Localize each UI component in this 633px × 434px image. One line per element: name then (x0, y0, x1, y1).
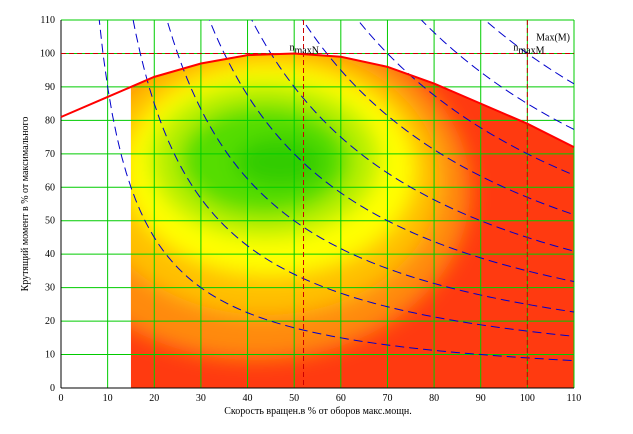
label-sub: maxM (518, 45, 544, 56)
power-curve (302, 20, 574, 216)
x-tick-label: 0 (59, 393, 64, 404)
y-tick-label: 10 (45, 350, 55, 361)
power-curve (132, 20, 574, 337)
x-tick-label: 70 (382, 393, 392, 404)
power-curve (251, 20, 574, 252)
reference-label: nmaxM (513, 42, 544, 56)
y-tick-label: 40 (45, 249, 55, 260)
x-tick-label: 80 (429, 393, 439, 404)
y-tick-label: 80 (45, 115, 55, 126)
power-curve (166, 20, 574, 313)
label-base: n (290, 42, 295, 53)
y-tick-label: 20 (45, 316, 55, 327)
y-tick-label: 30 (45, 283, 55, 294)
x-tick-label: 60 (336, 393, 346, 404)
y-tick-label: 50 (45, 216, 55, 227)
power-curve (208, 20, 574, 283)
x-tick-label: 50 (289, 393, 299, 404)
y-tick-label: 90 (45, 82, 55, 93)
y-tick-label: 60 (45, 182, 55, 193)
power-curve (357, 20, 574, 176)
reference-label: Max(M) (536, 32, 570, 43)
x-tick-label: 10 (103, 393, 113, 404)
heat-map (130, 53, 574, 388)
x-tick-label: 20 (149, 393, 159, 404)
x-tick-label: 30 (196, 393, 206, 404)
x-tick-label: 90 (476, 393, 486, 404)
torque-curve (60, 52, 575, 149)
power-curve (484, 20, 574, 85)
label-sub: maxN (295, 45, 319, 56)
x-tick-label: 110 (567, 393, 582, 404)
y-tick-label: 100 (40, 48, 55, 59)
power-curves (98, 20, 574, 362)
y-tick-label: 110 (40, 15, 55, 26)
x-tick-label: 40 (243, 393, 253, 404)
y-tick-label: 0 (50, 383, 55, 394)
y-axis-label: Крутящий момент в % от максимального (20, 117, 31, 292)
power-curve (420, 20, 574, 130)
power-curve (98, 20, 574, 362)
reference-label: nmaxN (290, 42, 319, 56)
x-tick-label: 100 (520, 393, 535, 404)
label-base: n (513, 42, 518, 53)
x-axis-label: Скорость вращен.в % от оборов макс.мощн. (224, 406, 412, 417)
y-tick-label: 70 (45, 149, 55, 160)
